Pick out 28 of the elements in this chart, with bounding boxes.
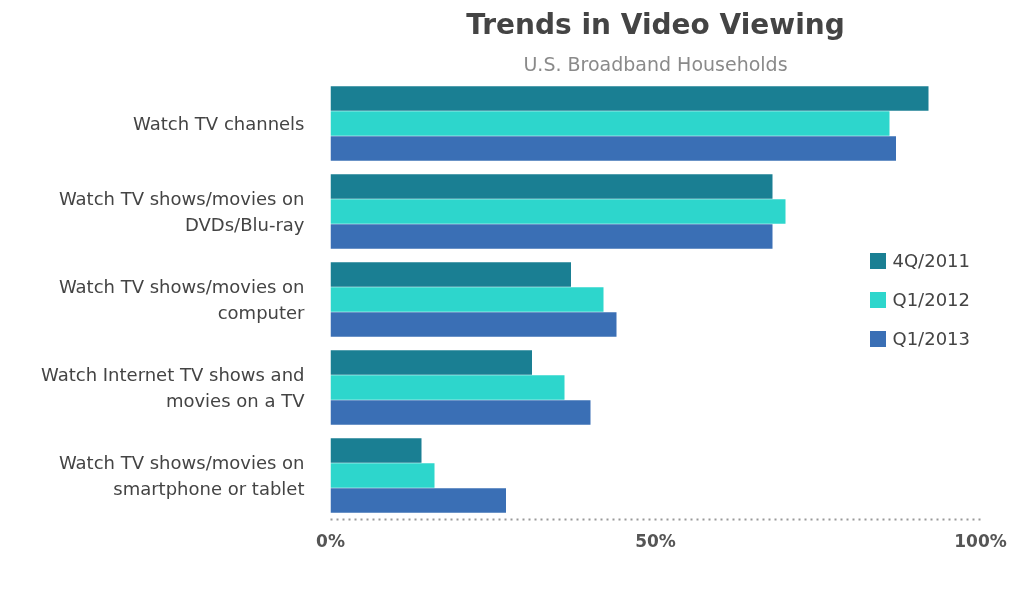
- y-tick-label: Watch TV channels: [133, 113, 305, 134]
- chart-subtitle: U.S. Broadband Households: [523, 52, 788, 75]
- bar: [330, 86, 929, 111]
- x-tick-label: 100%: [954, 530, 1007, 551]
- y-tick-label: Watch TV shows/movies on DVDs/Blu-ray: [58, 188, 305, 235]
- x-tick-label: 0%: [316, 530, 345, 551]
- chart-title: Trends in Video Viewing: [466, 7, 845, 41]
- bar: [330, 262, 571, 287]
- bar: [330, 312, 617, 337]
- y-tick-label: Watch TV shows/movies on smartphone or tablet: [58, 452, 305, 499]
- legend-label: Q1/2012: [892, 288, 970, 310]
- legend-label: Q1/2013: [892, 327, 970, 349]
- bar: [330, 400, 591, 425]
- x-tick-label: 50%: [635, 530, 676, 551]
- y-tick-label: Watch Internet TV shows and movies on a TV: [41, 364, 306, 411]
- bar: [330, 488, 506, 513]
- legend-label: 4Q/2011: [892, 249, 970, 271]
- bar: [330, 287, 604, 312]
- bar: [330, 174, 773, 199]
- bar: [330, 375, 565, 400]
- bar: [330, 224, 773, 249]
- y-tick-label: Watch TV shows/movies on computer: [58, 276, 306, 323]
- bar: [330, 350, 532, 375]
- bar: [330, 199, 786, 224]
- bar: [330, 111, 890, 136]
- bar: [330, 463, 435, 488]
- bar: [330, 438, 422, 463]
- bar: [330, 136, 896, 161]
